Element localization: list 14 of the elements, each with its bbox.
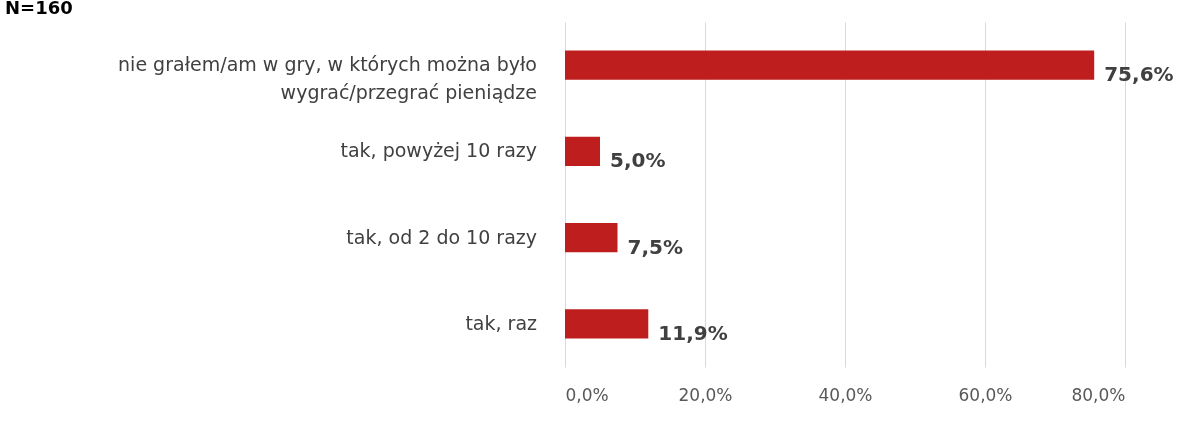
x-tick-label: 20,0% [678,384,733,405]
x-tick-label: 0,0% [565,384,609,405]
data-label: 11,9% [658,320,728,345]
x-tick-label: 40,0% [818,384,873,405]
y-tick-label: nie grałem/am w gry, w których można było wygrać/przegrać pieniądze [118,53,537,104]
data-label: 5,0% [610,148,666,173]
x-tick-label: 60,0% [958,384,1013,405]
y-tick-label: tak, powyżej 10 razy [340,139,537,162]
data-label: 75,6% [1104,62,1174,87]
data-label: 7,5% [627,234,683,259]
y-tick-label: tak, raz [465,311,538,334]
text: N=160 [5,0,73,18]
x-tick-label: 80,0% [1071,384,1126,405]
y-tick-label: tak, od 2 do 10 razy [346,225,537,248]
